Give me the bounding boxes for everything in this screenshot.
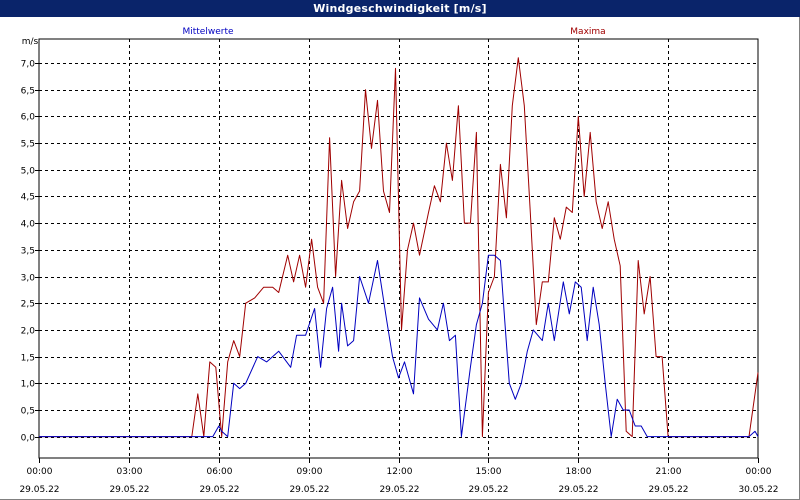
y-tick-label: 7,0	[21, 60, 36, 70]
x-tick-date: 29.05.22	[289, 485, 329, 495]
x-tick-time: 18:00	[566, 467, 592, 477]
x-tick-time: 03:00	[117, 467, 143, 477]
y-tick-label: 4,0	[21, 220, 36, 230]
y-tick-label: 5,0	[21, 167, 36, 177]
x-tick-time: 06:00	[207, 467, 233, 477]
y-tick-label: 1,5	[21, 354, 35, 364]
x-tick-date: 29.05.22	[19, 485, 59, 495]
chart-title: Windgeschwindigkeit [m/s]	[0, 0, 800, 17]
x-tick-date: 29.05.22	[648, 485, 688, 495]
chart-svg: 0,0 0,5 1,0 1,5 2,0 2,5 3,0 3,5 4,0 4,5 5,0 5,5 6,0 6…	[19, 27, 778, 495]
x-tick-time: 00:00	[27, 467, 53, 477]
x-tick-date: 29.05.22	[379, 485, 419, 495]
y-tick-label: 0,5	[21, 407, 35, 417]
y-tick-label: 5,5	[21, 140, 35, 150]
x-tick-time: 15:00	[476, 467, 502, 477]
y-axis-label: m/s	[22, 37, 39, 47]
legend-mittelwerte: Mittelwerte	[182, 27, 233, 37]
x-tick-time: 21:00	[656, 467, 682, 477]
y-tick-label: 2,0	[21, 327, 36, 337]
y-tick-label: 6,5	[21, 87, 35, 97]
legend-maxima: Maxima	[570, 27, 605, 37]
plot-area	[38, 38, 759, 459]
y-tick-label: 3,5	[21, 247, 35, 257]
x-tick-time: 12:00	[387, 467, 413, 477]
y-tick-label: 2,5	[21, 300, 35, 310]
x-tick-date: 30.05.22	[738, 485, 778, 495]
x-tick-date: 29.05.22	[199, 485, 239, 495]
x-tick-date: 29.05.22	[109, 485, 149, 495]
y-tick-label: 0,0	[21, 434, 36, 444]
series-line-mittelwerte	[39, 254, 759, 438]
x-tick-time: 09:00	[297, 467, 323, 477]
y-tick-label: 1,0	[21, 380, 36, 390]
x-tick-date: 29.05.22	[558, 485, 598, 495]
series-line-maxima	[39, 57, 759, 438]
x-tick-time: 00:00	[746, 467, 772, 477]
y-tick-label: 4,5	[21, 193, 35, 203]
y-tick-label: 6,0	[21, 113, 36, 123]
x-tick-date: 29.05.22	[468, 485, 508, 495]
y-tick-label: 3,0	[21, 274, 36, 284]
